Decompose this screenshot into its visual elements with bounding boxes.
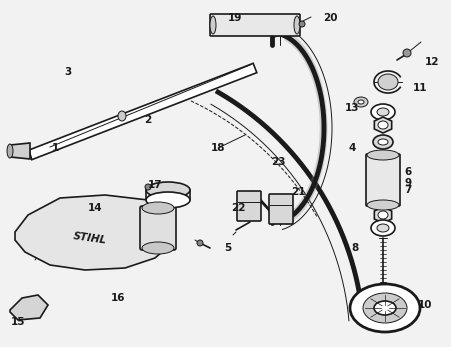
Ellipse shape — [354, 97, 368, 107]
Ellipse shape — [210, 16, 216, 34]
Polygon shape — [374, 207, 391, 223]
Text: 18: 18 — [211, 143, 225, 153]
Ellipse shape — [358, 100, 364, 104]
Ellipse shape — [363, 293, 407, 323]
Text: 7: 7 — [404, 185, 412, 195]
Polygon shape — [28, 64, 257, 160]
Ellipse shape — [377, 224, 389, 232]
FancyBboxPatch shape — [366, 154, 400, 206]
Ellipse shape — [142, 242, 174, 254]
Polygon shape — [15, 195, 175, 270]
Text: 3: 3 — [64, 67, 72, 77]
Ellipse shape — [378, 211, 388, 219]
Ellipse shape — [374, 301, 396, 315]
Text: 2: 2 — [144, 115, 152, 125]
Text: 21: 21 — [291, 187, 305, 197]
Ellipse shape — [378, 121, 388, 129]
Text: 14: 14 — [87, 203, 102, 213]
Ellipse shape — [299, 21, 305, 27]
Polygon shape — [374, 117, 391, 133]
Polygon shape — [10, 295, 48, 320]
Ellipse shape — [373, 135, 393, 149]
Text: 1: 1 — [51, 143, 59, 153]
Ellipse shape — [7, 144, 13, 158]
Ellipse shape — [142, 202, 174, 214]
Ellipse shape — [403, 49, 411, 57]
Ellipse shape — [197, 240, 203, 246]
Ellipse shape — [145, 184, 151, 190]
Text: 10: 10 — [418, 300, 432, 310]
Text: 16: 16 — [111, 293, 125, 303]
Text: 12: 12 — [425, 57, 439, 67]
Ellipse shape — [367, 200, 399, 210]
Ellipse shape — [118, 111, 126, 121]
FancyBboxPatch shape — [210, 14, 300, 36]
Text: 22: 22 — [231, 203, 245, 213]
Ellipse shape — [377, 108, 389, 116]
Ellipse shape — [371, 104, 395, 120]
Text: 8: 8 — [351, 243, 359, 253]
Text: 20: 20 — [323, 13, 337, 23]
Polygon shape — [10, 143, 30, 159]
Ellipse shape — [378, 74, 398, 90]
Text: STIHL: STIHL — [73, 231, 107, 245]
Ellipse shape — [146, 192, 190, 208]
FancyBboxPatch shape — [237, 191, 261, 221]
Ellipse shape — [350, 284, 420, 332]
Text: 9: 9 — [405, 178, 412, 188]
Text: 6: 6 — [405, 167, 412, 177]
Ellipse shape — [294, 16, 300, 34]
Ellipse shape — [367, 150, 399, 160]
Text: 15: 15 — [11, 317, 25, 327]
Text: 23: 23 — [271, 157, 285, 167]
Ellipse shape — [371, 220, 395, 236]
Text: 17: 17 — [147, 180, 162, 190]
Text: 5: 5 — [225, 243, 232, 253]
FancyBboxPatch shape — [140, 206, 176, 250]
Text: 11: 11 — [413, 83, 427, 93]
Text: 13: 13 — [345, 103, 359, 113]
Ellipse shape — [146, 182, 190, 198]
FancyBboxPatch shape — [269, 194, 293, 224]
Ellipse shape — [378, 139, 388, 145]
Text: 4: 4 — [348, 143, 356, 153]
Text: 19: 19 — [228, 13, 242, 23]
